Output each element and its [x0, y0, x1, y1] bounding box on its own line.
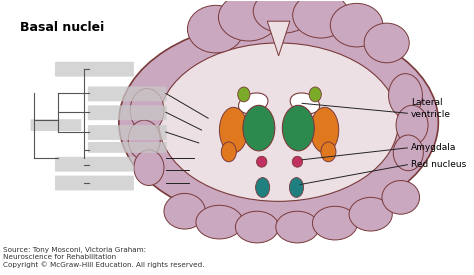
Ellipse shape	[128, 120, 160, 160]
Ellipse shape	[253, 0, 313, 33]
Ellipse shape	[283, 105, 314, 151]
Ellipse shape	[290, 93, 319, 114]
Ellipse shape	[255, 178, 270, 197]
Ellipse shape	[196, 205, 243, 239]
Ellipse shape	[164, 193, 205, 229]
FancyBboxPatch shape	[88, 87, 167, 101]
Ellipse shape	[238, 93, 268, 114]
Polygon shape	[267, 21, 290, 56]
Ellipse shape	[309, 87, 321, 102]
Ellipse shape	[238, 87, 250, 102]
Ellipse shape	[256, 156, 267, 167]
Ellipse shape	[130, 89, 164, 132]
Ellipse shape	[389, 74, 422, 117]
FancyBboxPatch shape	[55, 157, 134, 172]
Ellipse shape	[396, 105, 428, 145]
FancyBboxPatch shape	[88, 105, 167, 120]
Text: Red nucleus: Red nucleus	[411, 160, 466, 169]
Ellipse shape	[187, 5, 244, 53]
Ellipse shape	[393, 135, 423, 171]
Text: Basal nuclei: Basal nuclei	[20, 21, 104, 34]
Ellipse shape	[243, 105, 275, 151]
FancyBboxPatch shape	[88, 142, 167, 153]
Ellipse shape	[312, 206, 357, 240]
FancyBboxPatch shape	[30, 119, 81, 131]
Ellipse shape	[119, 21, 438, 224]
FancyBboxPatch shape	[55, 62, 134, 77]
Ellipse shape	[221, 142, 237, 162]
FancyBboxPatch shape	[88, 125, 167, 140]
Ellipse shape	[219, 107, 247, 153]
Text: Source: Tony Mosconi, Victoria Graham:
Neuroscience for Rehabilitation
Copyright: Source: Tony Mosconi, Victoria Graham: N…	[3, 247, 205, 268]
Text: Amygdala: Amygdala	[411, 143, 456, 152]
Ellipse shape	[330, 3, 383, 47]
Text: Lateral
ventricle: Lateral ventricle	[411, 98, 451, 119]
Ellipse shape	[310, 107, 339, 153]
Ellipse shape	[290, 178, 303, 197]
Ellipse shape	[321, 142, 336, 162]
FancyBboxPatch shape	[55, 176, 134, 191]
Ellipse shape	[219, 0, 279, 41]
Ellipse shape	[382, 181, 419, 214]
Ellipse shape	[349, 197, 392, 231]
Ellipse shape	[364, 23, 409, 63]
Ellipse shape	[236, 211, 279, 243]
Ellipse shape	[276, 211, 319, 243]
Ellipse shape	[293, 0, 349, 38]
Ellipse shape	[292, 156, 302, 167]
Ellipse shape	[159, 43, 399, 201]
Ellipse shape	[134, 150, 164, 186]
